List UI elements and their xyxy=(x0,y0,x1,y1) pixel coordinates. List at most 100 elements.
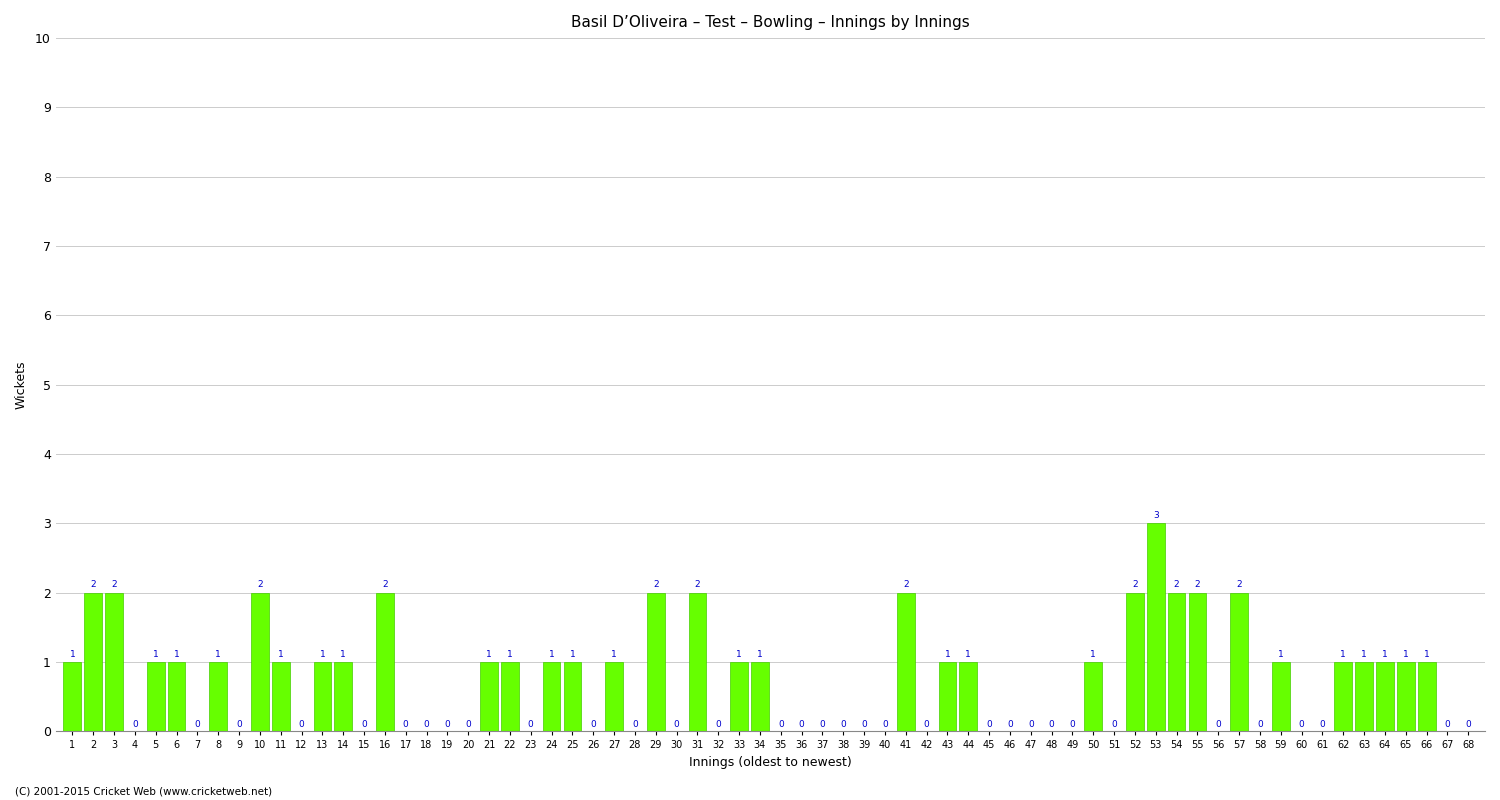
Text: 0: 0 xyxy=(924,720,930,729)
Text: 0: 0 xyxy=(132,720,138,729)
Text: 0: 0 xyxy=(1257,720,1263,729)
Bar xyxy=(752,662,770,731)
Text: 1: 1 xyxy=(758,650,764,658)
Text: (C) 2001-2015 Cricket Web (www.cricketweb.net): (C) 2001-2015 Cricket Web (www.cricketwe… xyxy=(15,786,272,796)
Text: 0: 0 xyxy=(1444,720,1450,729)
Text: 1: 1 xyxy=(507,650,513,658)
Text: 0: 0 xyxy=(1320,720,1326,729)
Text: 0: 0 xyxy=(1215,720,1221,729)
Bar xyxy=(1376,662,1394,731)
Text: 0: 0 xyxy=(444,720,450,729)
Bar xyxy=(604,662,622,731)
Bar xyxy=(1230,593,1248,731)
Text: 1: 1 xyxy=(1362,650,1366,658)
Text: 2: 2 xyxy=(1174,580,1179,590)
Text: 0: 0 xyxy=(236,720,242,729)
Bar xyxy=(1418,662,1436,731)
Text: 1: 1 xyxy=(1402,650,1408,658)
Bar xyxy=(63,662,81,731)
Text: 0: 0 xyxy=(674,720,680,729)
Text: 0: 0 xyxy=(798,720,804,729)
Text: 1: 1 xyxy=(1424,650,1430,658)
Text: 2: 2 xyxy=(1236,580,1242,590)
Bar xyxy=(564,662,582,731)
Bar xyxy=(147,662,165,731)
Text: 2: 2 xyxy=(111,580,117,590)
Bar xyxy=(334,662,352,731)
X-axis label: Innings (oldest to newest): Innings (oldest to newest) xyxy=(688,756,852,769)
Text: 0: 0 xyxy=(404,720,408,729)
Text: 1: 1 xyxy=(340,650,346,658)
Bar xyxy=(501,662,519,731)
Text: 0: 0 xyxy=(298,720,304,729)
Bar xyxy=(1396,662,1414,731)
Text: 2: 2 xyxy=(382,580,387,590)
Text: 1: 1 xyxy=(610,650,616,658)
Y-axis label: Wickets: Wickets xyxy=(15,361,28,409)
Text: 1: 1 xyxy=(1341,650,1346,658)
Text: 2: 2 xyxy=(90,580,96,590)
Text: 3: 3 xyxy=(1154,511,1158,520)
Text: 1: 1 xyxy=(69,650,75,658)
Bar xyxy=(84,593,102,731)
Text: 2: 2 xyxy=(1194,580,1200,590)
Text: 0: 0 xyxy=(591,720,596,729)
Bar xyxy=(730,662,748,731)
Text: 1: 1 xyxy=(736,650,742,658)
Text: 2: 2 xyxy=(652,580,658,590)
Bar xyxy=(1148,523,1164,731)
Text: 0: 0 xyxy=(882,720,888,729)
Text: 0: 0 xyxy=(1299,720,1305,729)
Text: 1: 1 xyxy=(320,650,326,658)
Text: 0: 0 xyxy=(195,720,200,729)
Bar xyxy=(314,662,332,731)
Bar xyxy=(168,662,186,731)
Text: 1: 1 xyxy=(153,650,159,658)
Text: 0: 0 xyxy=(986,720,992,729)
Bar xyxy=(1168,593,1185,731)
Bar xyxy=(376,593,393,731)
Text: 1: 1 xyxy=(966,650,970,658)
Bar xyxy=(1126,593,1144,731)
Bar xyxy=(939,662,957,731)
Text: 1: 1 xyxy=(486,650,492,658)
Text: 0: 0 xyxy=(1007,720,1013,729)
Text: 0: 0 xyxy=(1070,720,1076,729)
Text: 0: 0 xyxy=(778,720,783,729)
Text: 2: 2 xyxy=(1132,580,1138,590)
Text: 0: 0 xyxy=(1112,720,1118,729)
Bar xyxy=(897,593,915,731)
Text: 0: 0 xyxy=(1048,720,1054,729)
Bar xyxy=(272,662,290,731)
Text: 2: 2 xyxy=(903,580,909,590)
Text: 0: 0 xyxy=(528,720,534,729)
Text: 1: 1 xyxy=(1382,650,1388,658)
Bar xyxy=(1272,662,1290,731)
Text: 0: 0 xyxy=(861,720,867,729)
Bar xyxy=(1356,662,1372,731)
Bar xyxy=(1188,593,1206,731)
Text: 2: 2 xyxy=(256,580,262,590)
Bar xyxy=(960,662,976,731)
Text: 1: 1 xyxy=(945,650,951,658)
Text: 1: 1 xyxy=(1278,650,1284,658)
Title: Basil D’Oliveira – Test – Bowling – Innings by Innings: Basil D’Oliveira – Test – Bowling – Inni… xyxy=(572,15,969,30)
Text: 0: 0 xyxy=(1028,720,1033,729)
Bar xyxy=(105,593,123,731)
Text: 1: 1 xyxy=(1090,650,1096,658)
Bar xyxy=(251,593,268,731)
Bar xyxy=(646,593,664,731)
Bar xyxy=(1335,662,1352,731)
Text: 0: 0 xyxy=(632,720,638,729)
Text: 1: 1 xyxy=(216,650,220,658)
Text: 0: 0 xyxy=(362,720,368,729)
Text: 1: 1 xyxy=(278,650,284,658)
Text: 1: 1 xyxy=(174,650,180,658)
Bar xyxy=(688,593,706,731)
Bar xyxy=(210,662,226,731)
Text: 0: 0 xyxy=(465,720,471,729)
Text: 1: 1 xyxy=(570,650,576,658)
Bar xyxy=(1084,662,1102,731)
Text: 0: 0 xyxy=(819,720,825,729)
Bar xyxy=(480,662,498,731)
